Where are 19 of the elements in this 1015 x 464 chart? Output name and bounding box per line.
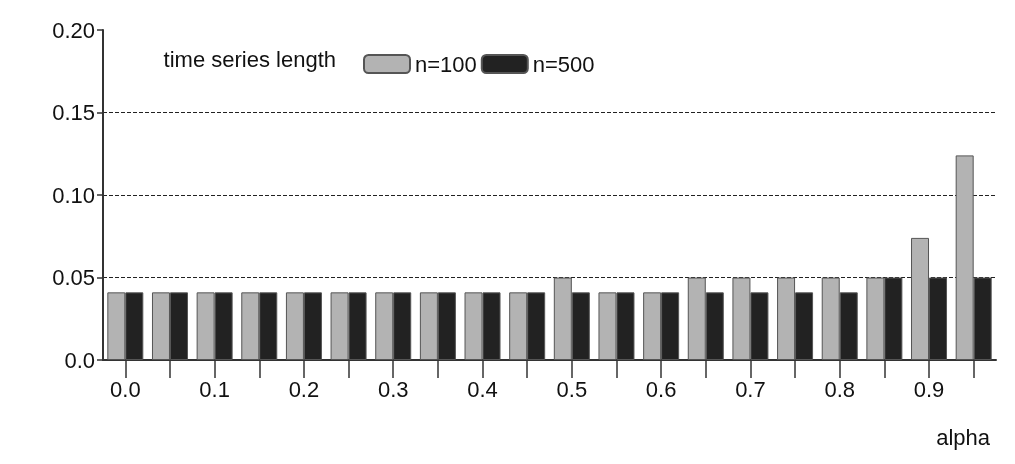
x-tick-label: 0.1 xyxy=(199,376,230,402)
y-tick-label: 0.10 xyxy=(52,182,95,208)
x-tick-label: 0.3 xyxy=(377,376,409,402)
x-tick-label: 0.9 xyxy=(913,376,945,402)
y-tick-label: 0.15 xyxy=(52,100,95,125)
x-tick-label: 0.4 xyxy=(467,376,498,402)
x-tick-label: 0.7 xyxy=(735,376,766,402)
legend-title: time series length xyxy=(163,46,337,72)
x-axis-title: alpha xyxy=(936,424,991,450)
y-tick-label: 0.0 xyxy=(64,347,95,373)
x-tick-label: 0.0 xyxy=(110,376,141,402)
x-tick-label: 0.8 xyxy=(824,376,856,402)
y-tick-label: 0.20 xyxy=(52,17,95,43)
legend-label: n=500 xyxy=(532,51,595,77)
x-tick-label: 0.2 xyxy=(288,376,320,402)
x-tick-label: 0.5 xyxy=(556,376,588,402)
x-tick-label: 0.6 xyxy=(645,376,677,402)
y-tick-label: 0.05 xyxy=(52,265,95,290)
legend-label: n=100 xyxy=(415,51,477,77)
